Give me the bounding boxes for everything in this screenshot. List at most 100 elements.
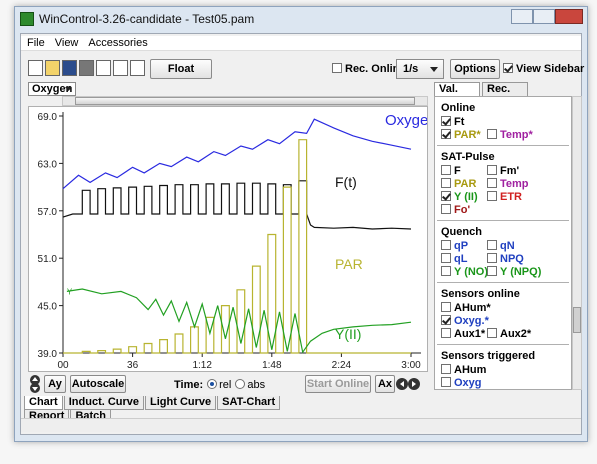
tab-bar: Chart Induct. Curve Light Curve SAT-ChartRe… bbox=[24, 396, 324, 424]
menu-item[interactable]: Accessories bbox=[88, 37, 148, 49]
scroll-thumb[interactable] bbox=[573, 307, 581, 333]
item-label: Oxyg bbox=[454, 377, 482, 389]
toolbar-icon[interactable] bbox=[79, 60, 94, 76]
checkbox bbox=[487, 129, 497, 139]
sidebar-tab[interactable]: Rec. bbox=[482, 82, 528, 96]
sidebar-item[interactable]: qN bbox=[487, 240, 557, 252]
close-button[interactable] bbox=[555, 9, 583, 24]
sidebar-item[interactable]: Ft bbox=[441, 116, 487, 128]
sidebar-item[interactable]: Y (NO) bbox=[441, 266, 489, 278]
y-scroll-arrows[interactable] bbox=[28, 375, 42, 393]
series-label: Oxygen bbox=[385, 112, 428, 129]
tab[interactable]: SAT-Chart bbox=[217, 396, 281, 410]
sidebar-item[interactable]: Fm' bbox=[487, 165, 557, 177]
interval-select[interactable]: 1/s bbox=[396, 59, 444, 79]
sidebar-item[interactable]: NPQ bbox=[487, 253, 557, 265]
sidebar-tabs: Val.Rec.Chan. bbox=[434, 82, 574, 110]
item-label: PAR* bbox=[454, 129, 481, 141]
sidebar-item[interactable]: Oxyg.* bbox=[441, 315, 489, 327]
ay-button[interactable]: Ay bbox=[44, 375, 66, 393]
options-button[interactable]: Options bbox=[450, 59, 500, 79]
sidebar-item[interactable]: Temp bbox=[487, 178, 557, 190]
sidebar-item[interactable]: Oxyg bbox=[441, 377, 487, 389]
sidebar-scrollbar[interactable] bbox=[572, 96, 582, 390]
x-tick-label: 3:00 bbox=[401, 360, 421, 371]
sidebar-row: Y (NO) Y (NPQ) bbox=[435, 266, 571, 279]
group-separator bbox=[437, 344, 569, 345]
toolbar-icon[interactable] bbox=[113, 60, 128, 76]
view-sidebar-checkbox[interactable]: View Sidebar bbox=[503, 63, 584, 75]
checkbox bbox=[441, 165, 451, 175]
sidebar-row: qP qN bbox=[435, 240, 571, 253]
sidebar-item[interactable]: F bbox=[441, 165, 487, 177]
sidebar-item[interactable]: AHum bbox=[441, 364, 487, 376]
sidebar-item[interactable]: PAR* bbox=[441, 129, 487, 141]
sidebar-item[interactable]: Y (II) bbox=[441, 191, 487, 203]
rec-online-checkbox[interactable]: Rec. Online: bbox=[332, 63, 409, 75]
sidebar-item[interactable]: ETR bbox=[487, 191, 557, 203]
checkbox bbox=[332, 63, 342, 73]
radio[interactable] bbox=[235, 379, 246, 389]
toolbar-icon[interactable] bbox=[62, 60, 77, 76]
sidebar-item[interactable]: qP bbox=[441, 240, 487, 252]
checkbox bbox=[487, 165, 497, 175]
sidebar-item[interactable]: Temp* bbox=[487, 129, 557, 141]
sidebar-item[interactable]: Aux1* bbox=[441, 328, 487, 340]
checkbox bbox=[441, 377, 451, 387]
horizontal-scrollbar[interactable] bbox=[62, 96, 428, 106]
dropdown-arrow bbox=[65, 87, 72, 91]
sidebar-item[interactable]: Fo' bbox=[441, 204, 487, 216]
toolbar-icon[interactable] bbox=[130, 60, 145, 76]
sidebar-row: AHum bbox=[435, 364, 571, 377]
item-label: Ft bbox=[454, 116, 465, 128]
checkbox bbox=[487, 266, 497, 276]
tab[interactable]: Light Curve bbox=[145, 396, 217, 410]
sidebar-row: PAR* Temp* bbox=[435, 129, 571, 142]
menu-item[interactable]: View bbox=[54, 37, 79, 49]
item-label: Fo' bbox=[454, 204, 471, 216]
item-label: Y (NPQ) bbox=[500, 266, 542, 278]
tab[interactable]: Chart bbox=[24, 396, 63, 410]
radio[interactable] bbox=[207, 379, 218, 389]
series-label: F(t) bbox=[335, 174, 357, 190]
toolbar-icon[interactable] bbox=[96, 60, 111, 76]
sidebar-item[interactable]: Y (NPQ) bbox=[487, 266, 557, 278]
tab[interactable]: Induct. Curve bbox=[63, 396, 145, 410]
autoscale-button[interactable]: Autoscale bbox=[70, 375, 126, 393]
series-line bbox=[66, 288, 412, 354]
float-button[interactable]: Float bbox=[150, 59, 212, 79]
group-separator bbox=[437, 220, 569, 221]
item-label: F bbox=[454, 165, 461, 177]
x-scroll-arrows[interactable] bbox=[396, 378, 420, 390]
checkbox-label: View Sidebar bbox=[516, 63, 585, 75]
checkbox bbox=[441, 204, 451, 214]
sidebar-item[interactable]: AHum* bbox=[441, 302, 491, 314]
item-label: Aux2* bbox=[500, 328, 532, 340]
sidebar-row: AHum* bbox=[435, 302, 571, 315]
scroll-thumb[interactable] bbox=[75, 97, 415, 105]
app-icon bbox=[20, 12, 34, 26]
toolbar-icon[interactable] bbox=[28, 60, 43, 76]
toolbar-icons bbox=[28, 60, 150, 78]
series-line bbox=[62, 118, 412, 190]
menu-bar: File View Accessories bbox=[21, 36, 581, 51]
channel-select[interactable]: Oxygen bbox=[28, 82, 76, 96]
sidebar-item[interactable]: Aux2* bbox=[487, 328, 557, 340]
sidebar-tab[interactable]: Val. bbox=[434, 82, 480, 96]
toolbar-icon[interactable] bbox=[45, 60, 60, 76]
item-label: ETR bbox=[500, 191, 522, 203]
checkbox bbox=[441, 240, 451, 250]
start-online-button[interactable]: Start Online bbox=[305, 375, 371, 393]
menu-item[interactable]: File bbox=[27, 37, 45, 49]
sidebar-item[interactable]: qL bbox=[441, 253, 487, 265]
item-label: PAR bbox=[454, 178, 477, 190]
y-tick-label: 63.0 bbox=[38, 159, 58, 170]
sidebar-item[interactable]: PAR bbox=[441, 178, 487, 190]
ax-button[interactable]: Ax bbox=[375, 375, 395, 393]
group-title: SAT-Pulse bbox=[441, 151, 495, 163]
item-label: Y (NO) bbox=[454, 266, 489, 278]
maximize-button[interactable] bbox=[533, 9, 555, 24]
minimize-button[interactable] bbox=[511, 9, 533, 24]
series-start-label: Y bbox=[67, 287, 73, 296]
item-label: qN bbox=[500, 240, 515, 252]
